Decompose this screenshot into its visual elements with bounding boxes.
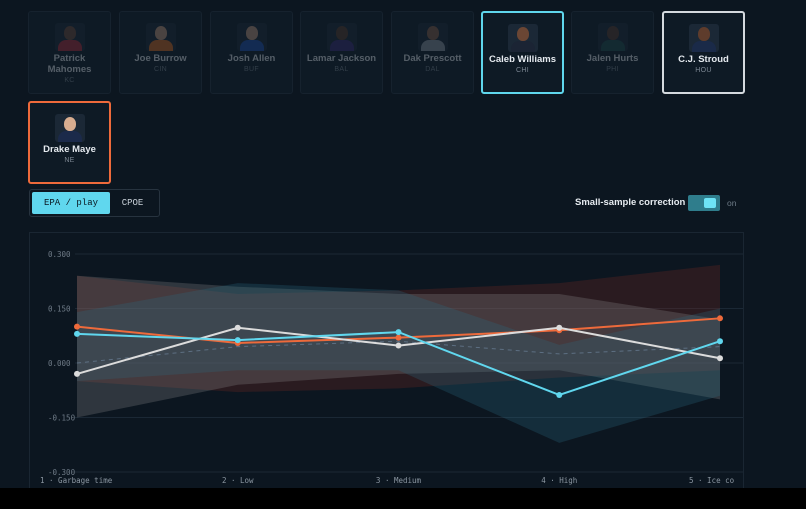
- data-point: [717, 338, 723, 345]
- headshot-face: [245, 26, 258, 40]
- player-headshot: [326, 23, 357, 51]
- player-name: Patrick Mahomes: [47, 53, 92, 75]
- headshot-face: [426, 26, 439, 40]
- player-team: KC: [64, 77, 75, 84]
- x-tick-label: 5 · Ice co: [689, 476, 735, 485]
- player-card-chi[interactable]: Caleb Williams CHI: [481, 11, 564, 94]
- data-point: [395, 342, 402, 349]
- data-point: [74, 370, 80, 377]
- headshot-face: [335, 26, 348, 40]
- cpoe-button[interactable]: CPOE: [121, 198, 144, 208]
- headshot-jersey: [420, 40, 445, 51]
- data-point: [556, 324, 563, 331]
- data-point: [717, 355, 723, 362]
- player-headshot: [597, 23, 628, 51]
- player-headshot: [145, 23, 176, 51]
- headshot-jersey: [329, 40, 354, 51]
- player-card-bal[interactable]: Lamar Jackson BAL: [300, 11, 383, 94]
- x-tick-label: 1 · Garbage time: [40, 476, 113, 485]
- player-headshot: [417, 23, 448, 51]
- player-team: CHI: [516, 67, 529, 74]
- chart-panel: 0.300 0.150 0.000 -0.150 -0.300 1 · Garbage t…: [29, 232, 744, 488]
- data-point: [234, 324, 241, 331]
- headshot-face: [697, 27, 710, 41]
- player-name: Dak Prescott: [403, 53, 462, 64]
- x-tick-label: 4 · High: [541, 476, 577, 485]
- x-tick-label: 2 · Low: [222, 476, 254, 485]
- player-headshot: [54, 114, 85, 142]
- data-point: [395, 329, 402, 336]
- y-tick-label: -0.300: [48, 468, 76, 477]
- y-tick-label: 0.150: [48, 305, 71, 314]
- y-tick-label: -0.150: [48, 414, 76, 423]
- small-sample-correction-label: Small-sample correction: [575, 197, 686, 208]
- player-name: Josh Allen: [227, 53, 276, 64]
- headshot-face: [63, 26, 76, 40]
- player-name: Drake Maye: [43, 144, 96, 155]
- confidence-band: [77, 283, 720, 443]
- player-name: C.J. Stroud: [678, 54, 729, 65]
- headshot-jersey: [239, 40, 264, 51]
- y-tick-label: 0.000: [48, 359, 71, 368]
- player-card-phi[interactable]: Jalen Hurts PHI: [571, 11, 654, 94]
- player-headshot: [688, 24, 719, 52]
- player-name: Lamar Jackson: [306, 53, 377, 64]
- x-tick-label: 3 · Medium: [376, 476, 422, 485]
- player-team: DAL: [425, 66, 440, 73]
- data-point: [234, 337, 241, 344]
- player-card-kc[interactable]: Patrick Mahomes KC: [28, 11, 111, 94]
- player-card-buf[interactable]: Josh Allen BUF: [210, 11, 293, 94]
- app-window: Patrick Mahomes KC Joe Burrow CIN Josh Allen…: [28, 11, 745, 488]
- headshot-jersey: [57, 40, 82, 51]
- bottom-bar: [0, 488, 806, 509]
- player-team: NE: [64, 157, 75, 164]
- headshot-face: [516, 27, 529, 41]
- player-card-dal[interactable]: Dak Prescott DAL: [391, 11, 474, 94]
- player-team: BUF: [244, 66, 259, 73]
- player-headshot: [54, 23, 85, 51]
- headshot-jersey: [57, 131, 82, 142]
- player-name: Jalen Hurts: [586, 53, 639, 64]
- headshot-jersey: [510, 41, 535, 52]
- headshot-face: [606, 26, 619, 40]
- data-point: [74, 330, 80, 337]
- player-headshot: [507, 24, 538, 52]
- data-point: [74, 323, 80, 330]
- data-point: [556, 391, 563, 398]
- player-team: CIN: [154, 66, 167, 73]
- headshot-jersey: [600, 40, 625, 51]
- data-point: [717, 315, 723, 322]
- player-team: PHI: [606, 66, 619, 73]
- data-point: [395, 334, 402, 341]
- player-card-hou[interactable]: C.J. Stroud HOU: [662, 11, 745, 94]
- confidence-band: [77, 264, 720, 393]
- player-headshot: [236, 23, 267, 51]
- baseline-line: [76, 340, 721, 364]
- player-card-ne[interactable]: Drake Maye NE: [28, 101, 111, 184]
- switch-knob: [704, 198, 716, 208]
- player-name: Caleb Williams: [489, 54, 556, 65]
- headshot-face: [154, 26, 167, 40]
- player-team: BAL: [334, 66, 349, 73]
- player-team: HOU: [695, 67, 712, 74]
- small-sample-correction-switch[interactable]: [688, 195, 720, 211]
- headshot-jersey: [691, 41, 716, 52]
- headshot-jersey: [148, 40, 173, 51]
- headshot-face: [63, 117, 76, 131]
- player-card-cin[interactable]: Joe Burrow CIN: [119, 11, 202, 94]
- switch-state-text: on: [727, 198, 737, 208]
- epa-play-button[interactable]: EPA / play: [32, 192, 110, 214]
- metric-toggle: EPA / play CPOE: [29, 189, 160, 217]
- y-tick-label: 0.300: [48, 250, 71, 259]
- player-name: Joe Burrow: [134, 53, 187, 64]
